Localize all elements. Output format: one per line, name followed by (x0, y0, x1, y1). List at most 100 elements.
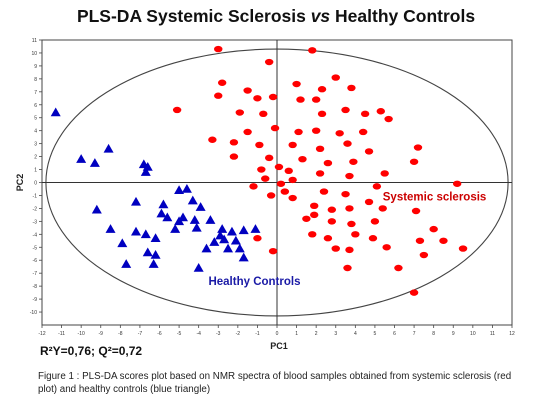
systemic-sclerosis-point (266, 192, 276, 199)
y-tick-label: -3 (33, 219, 38, 225)
x-tick-label: 8 (432, 331, 435, 337)
healthy-controls-point (140, 167, 151, 176)
systemic-sclerosis-point (217, 79, 227, 86)
x-tick-label: -2 (236, 331, 241, 337)
healthy-controls-point (174, 216, 185, 226)
x-tick-label: 6 (393, 331, 396, 337)
x-tick-label: 5 (374, 331, 377, 337)
systemic-sclerosis-point (292, 80, 301, 88)
systemic-sclerosis-point (208, 136, 217, 143)
systemic-sclerosis-point (341, 106, 350, 114)
healthy-controls-point (187, 195, 198, 205)
x-tick-label: -1 (255, 331, 260, 337)
systemic-sclerosis-point (411, 207, 421, 215)
x-tick-label: -5 (177, 331, 182, 337)
systemic-sclerosis-point (172, 106, 182, 114)
x-tick-label: -10 (78, 331, 85, 337)
y-tick-label: 1 (34, 168, 37, 174)
chart-title-prefix: PLS-DA Systemic Sclerosis (76, 6, 311, 26)
y-tick-label: -7 (33, 271, 38, 277)
systemic-sclerosis-point (280, 188, 290, 195)
systemic-sclerosis-point (243, 87, 252, 94)
healthy-controls-point (131, 226, 141, 236)
x-tick-label: -3 (216, 331, 221, 337)
y-tick-label: -2 (33, 206, 38, 212)
healthy-controls-point (217, 224, 228, 233)
healthy-controls-point (89, 158, 100, 167)
systemic-sclerosis-point (419, 251, 429, 259)
systemic-sclerosis-point (253, 235, 262, 242)
x-tick-label: 11 (490, 331, 495, 337)
systemic-sclerosis-point (364, 148, 374, 155)
x-tick-label: 12 (509, 331, 515, 337)
systemic-sclerosis-point (308, 231, 317, 238)
systemic-sclerosis-point (327, 218, 337, 225)
y-tick-label: 7 (34, 90, 37, 96)
systemic-sclerosis-point (264, 154, 274, 162)
systemic-sclerosis-point (345, 205, 354, 212)
systemic-sclerosis-point (268, 93, 278, 101)
x-tick-label: -11 (58, 331, 65, 337)
systemic-sclerosis-point (229, 153, 239, 160)
y-tick-label: 5 (34, 116, 37, 122)
systemic-sclerosis-point (323, 159, 333, 167)
healthy-controls-point (193, 263, 204, 272)
y-tick-label: -5 (33, 245, 38, 251)
systemic-sclerosis-point (345, 172, 354, 180)
x-axis-label: PC1 (270, 341, 288, 351)
healthy-controls-point (195, 202, 206, 211)
chart-title-vs: vs (310, 6, 331, 26)
systemic-sclerosis-point (364, 198, 374, 206)
x-tick-label: 4 (354, 331, 357, 337)
y-tick-label: -10 (30, 310, 37, 316)
y-axis-label: PC2 (15, 174, 25, 192)
healthy-controls-point (105, 224, 116, 233)
systemic-sclerosis-point (384, 115, 393, 123)
healthy-controls-point (148, 259, 159, 268)
systemic-sclerosis-point (298, 155, 307, 163)
systemic-sclerosis-point (368, 235, 378, 242)
y-tick-label: 9 (34, 64, 37, 70)
systemic-sclerosis-point (243, 128, 252, 136)
x-tick-label: -4 (196, 331, 201, 337)
y-tick-label: 3 (34, 142, 37, 148)
systemic-sclerosis-point (311, 96, 321, 103)
y-tick-label: -8 (33, 284, 38, 290)
systemic-sclerosis-point (360, 110, 370, 118)
systemic-sclerosis-point (343, 140, 352, 147)
systemic-sclerosis-point (308, 47, 317, 54)
systemic-sclerosis-point (331, 74, 340, 81)
healthy-controls-point (223, 243, 234, 253)
healthy-controls-point (170, 224, 181, 233)
systemic-sclerosis-point (284, 167, 293, 175)
healthy-controls-point (181, 183, 192, 193)
x-tick-label: 2 (315, 331, 318, 337)
group-annotation-healthy-controls: Healthy Controls (208, 276, 300, 288)
systemic-sclerosis-point (409, 289, 419, 296)
x-tick-label: -9 (99, 331, 104, 337)
healthy-controls-point (189, 215, 200, 224)
systemic-sclerosis-point (409, 158, 419, 165)
x-tick-label: 1 (295, 331, 298, 337)
systemic-sclerosis-point (372, 183, 382, 190)
healthy-controls-point (142, 247, 153, 257)
healthy-controls-point (138, 159, 149, 169)
systemic-sclerosis-point (335, 130, 344, 137)
systemic-sclerosis-point (394, 264, 403, 272)
y-tick-label: -1 (33, 193, 38, 199)
systemic-sclerosis-point (452, 180, 462, 187)
x-tick-label: -7 (138, 331, 143, 337)
healthy-controls-point (158, 199, 169, 209)
x-tick-label: 7 (413, 331, 416, 337)
systemic-sclerosis-point (376, 108, 385, 115)
systemic-sclerosis-point (214, 92, 223, 99)
healthy-controls-point (140, 229, 151, 239)
healthy-controls-point (250, 224, 261, 233)
systemic-sclerosis-point (253, 95, 262, 102)
healthy-controls-point (191, 222, 202, 232)
x-tick-label: 10 (470, 331, 476, 337)
systemic-sclerosis-point (302, 215, 311, 222)
healthy-controls-point (205, 215, 216, 224)
